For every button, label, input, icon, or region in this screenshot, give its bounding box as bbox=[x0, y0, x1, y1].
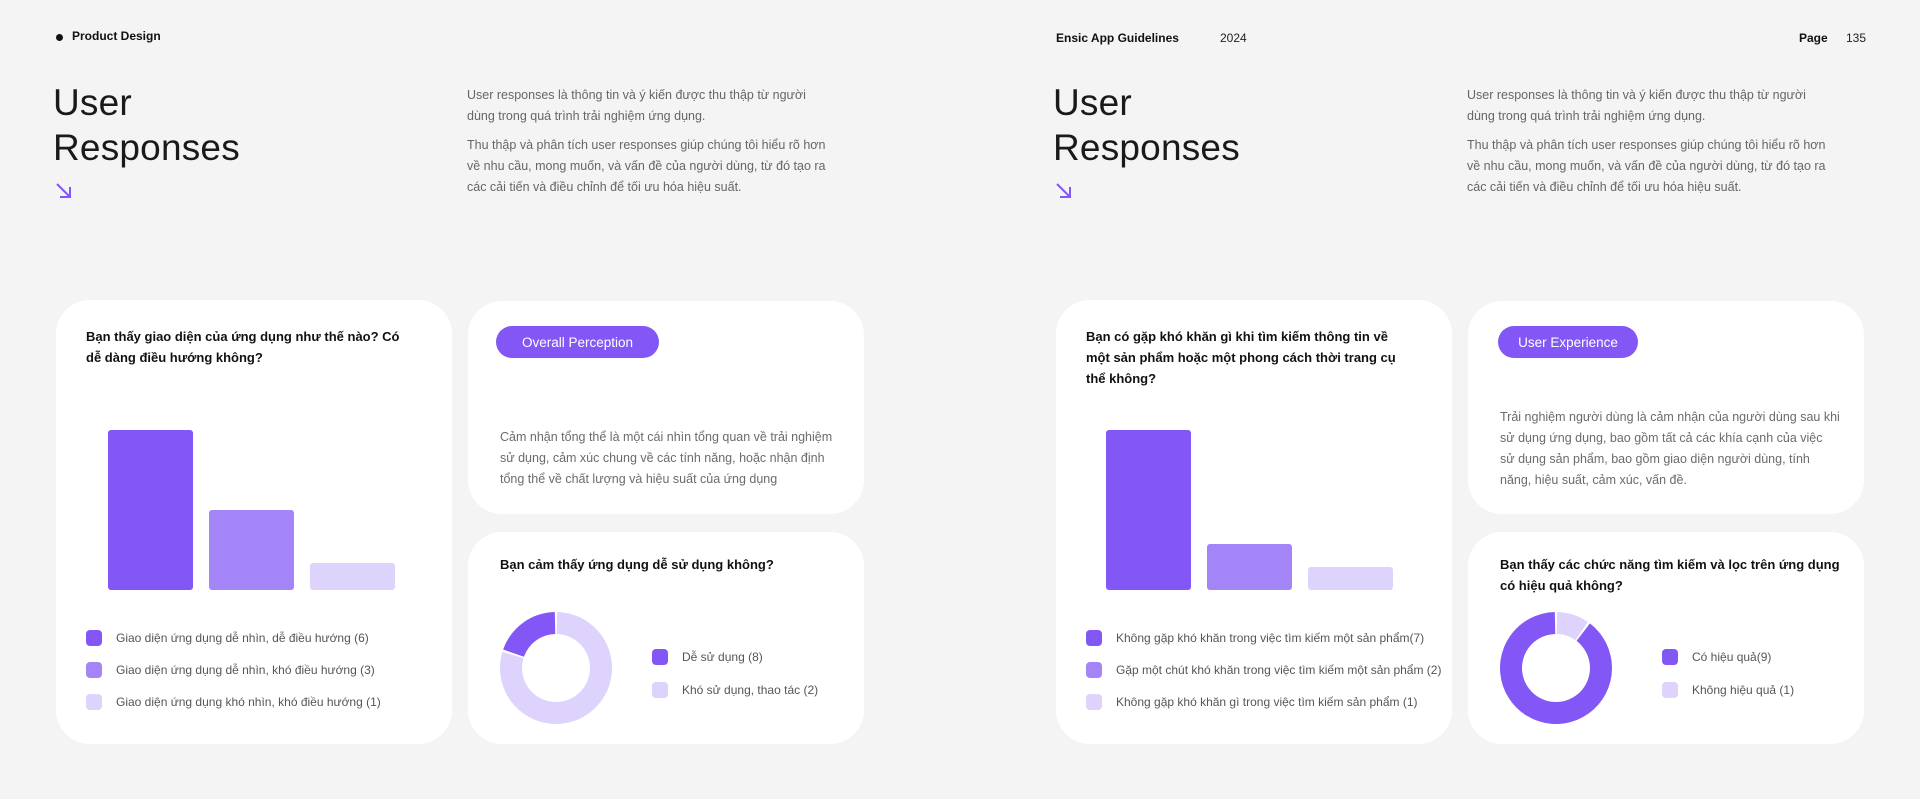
card-question: Bạn thấy các chức năng tìm kiếm và lọc t… bbox=[1500, 554, 1840, 596]
donut-chart bbox=[1500, 612, 1612, 724]
intro-paragraph-2: Thu thập và phân tích user responses giú… bbox=[467, 135, 837, 198]
arrow-down-right-icon bbox=[1055, 182, 1073, 200]
category-pill: User Experience bbox=[1498, 326, 1638, 358]
info-card: User Experience Trải nghiệm người dùng l… bbox=[1468, 301, 1864, 514]
intro-text: User responses là thông tin và ý kiến đư… bbox=[467, 85, 837, 206]
legend-item: Giao diện ứng dụng dễ nhìn, khó điều hướ… bbox=[86, 662, 375, 678]
bar-1 bbox=[108, 430, 193, 590]
legend-item: Giao diện ứng dụng dễ nhìn, dễ điều hướn… bbox=[86, 630, 369, 646]
legend-swatch bbox=[1086, 662, 1102, 678]
page-number: 135 bbox=[1846, 31, 1866, 45]
info-card: Overall Perception Cảm nhận tổng thể là … bbox=[468, 301, 864, 514]
intro-text: User responses là thông tin và ý kiến đư… bbox=[1467, 85, 1837, 206]
donut-chart-card: Bạn cảm thấy ứng dụng dễ sử dụng không? … bbox=[468, 532, 864, 744]
card-question: Bạn thấy giao diện của ứng dụng như thế … bbox=[86, 326, 406, 368]
legend-label: Không hiệu quả (1) bbox=[1692, 683, 1794, 697]
legend-swatch bbox=[1662, 682, 1678, 698]
page-title-line1: User bbox=[53, 80, 240, 125]
page-title: User Responses bbox=[53, 80, 240, 170]
legend-label: Khó sử dụng, thao tác (2) bbox=[682, 683, 818, 697]
legend-swatch bbox=[652, 682, 668, 698]
page-title-line2: Responses bbox=[53, 125, 240, 170]
page-title-line1: User bbox=[1053, 80, 1240, 125]
donut-chart bbox=[500, 612, 612, 724]
legend-label: Có hiệu quả(9) bbox=[1692, 650, 1771, 664]
bar-1 bbox=[1106, 430, 1191, 590]
legend-label: Dễ sử dụng (8) bbox=[682, 650, 763, 664]
bar-3 bbox=[1308, 567, 1393, 590]
category-pill: Overall Perception bbox=[496, 326, 659, 358]
legend-swatch bbox=[86, 630, 102, 646]
legend-label: Gặp một chút khó khăn trong việc tìm kiế… bbox=[1116, 663, 1441, 677]
bar-chart bbox=[108, 430, 398, 590]
bar-3 bbox=[310, 563, 395, 590]
legend-swatch bbox=[86, 694, 102, 710]
card-description: Trải nghiệm người dùng là cảm nhận của n… bbox=[1500, 407, 1840, 491]
legend-swatch bbox=[86, 662, 102, 678]
bar-2 bbox=[1207, 544, 1292, 590]
intro-paragraph-2: Thu thập và phân tích user responses giú… bbox=[1467, 135, 1837, 198]
legend-swatch bbox=[652, 649, 668, 665]
donut-slice-2 bbox=[1500, 612, 1612, 724]
legend-item: Gặp một chút khó khăn trong việc tìm kiế… bbox=[1086, 662, 1441, 678]
legend-swatch bbox=[1086, 694, 1102, 710]
page-title-line2: Responses bbox=[1053, 125, 1240, 170]
legend-item: Không gặp khó khăn trong việc tìm kiếm m… bbox=[1086, 630, 1424, 646]
donut-slice-2 bbox=[503, 612, 555, 657]
bar-chart-card: Bạn có gặp khó khăn gì khi tìm kiếm thôn… bbox=[1056, 300, 1452, 744]
bar-chart bbox=[1106, 430, 1396, 590]
legend-label: Giao diện ứng dụng dễ nhìn, dễ điều hướn… bbox=[116, 631, 369, 645]
card-question: Bạn cảm thấy ứng dụng dễ sử dụng không? bbox=[500, 554, 840, 575]
doc-year: 2024 bbox=[1220, 31, 1247, 45]
card-description: Cảm nhận tổng thể là một cái nhìn tổng q… bbox=[500, 427, 840, 490]
doc-title: Ensic App Guidelines bbox=[1056, 31, 1179, 45]
legend-item: Không gặp khó khăn gì trong việc tìm kiế… bbox=[1086, 694, 1418, 710]
legend-label: Giao diện ứng dụng khó nhìn, khó điều hư… bbox=[116, 695, 381, 709]
legend-item: Giao diện ứng dụng khó nhìn, khó điều hư… bbox=[86, 694, 381, 710]
legend-item: Khó sử dụng, thao tác (2) bbox=[652, 682, 818, 698]
legend-item: Dễ sử dụng (8) bbox=[652, 649, 763, 665]
legend-label: Không gặp khó khăn gì trong việc tìm kiế… bbox=[1116, 695, 1418, 709]
legend-label: Giao diện ứng dụng dễ nhìn, khó điều hướ… bbox=[116, 663, 375, 677]
donut-chart-card: Bạn thấy các chức năng tìm kiếm và lọc t… bbox=[1468, 532, 1864, 744]
bullet-dot-icon bbox=[56, 34, 63, 41]
legend-swatch bbox=[1662, 649, 1678, 665]
page-title: User Responses bbox=[1053, 80, 1240, 170]
bar-chart-card: Bạn thấy giao diện của ứng dụng như thế … bbox=[56, 300, 452, 744]
intro-paragraph-1: User responses là thông tin và ý kiến đư… bbox=[467, 85, 837, 127]
legend-label: Không gặp khó khăn trong việc tìm kiếm m… bbox=[1116, 631, 1424, 645]
legend-swatch bbox=[1086, 630, 1102, 646]
arrow-down-right-icon bbox=[55, 182, 73, 200]
intro-paragraph-1: User responses là thông tin và ý kiến đư… bbox=[1467, 85, 1837, 127]
legend-item: Không hiệu quả (1) bbox=[1662, 682, 1794, 698]
page-label: Page bbox=[1799, 31, 1828, 45]
legend-item: Có hiệu quả(9) bbox=[1662, 649, 1771, 665]
bar-2 bbox=[209, 510, 294, 590]
card-question: Bạn có gặp khó khăn gì khi tìm kiếm thôn… bbox=[1086, 326, 1406, 389]
section-label: Product Design bbox=[72, 29, 161, 43]
